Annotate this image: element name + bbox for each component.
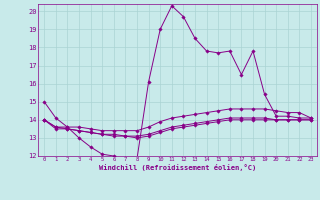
X-axis label: Windchill (Refroidissement éolien,°C): Windchill (Refroidissement éolien,°C): [99, 164, 256, 171]
